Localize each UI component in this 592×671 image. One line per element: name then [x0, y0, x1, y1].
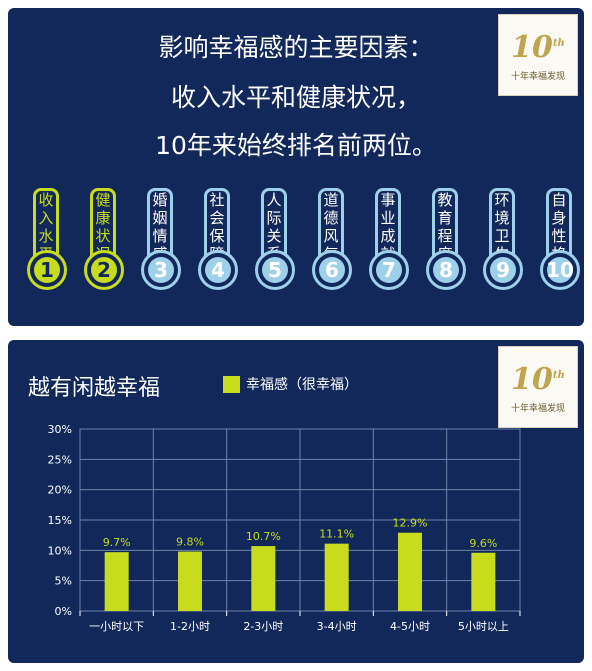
bar	[178, 551, 202, 611]
x-tick-label: 2-3小时	[243, 620, 283, 633]
x-tick-label: 一小时以下	[89, 620, 144, 633]
factor-bulb: 1	[27, 250, 67, 290]
factor-rank: 4	[205, 257, 231, 283]
factors-panel: 10th 十年幸福发现 影响幸福感的主要因素： 收入水平和健康状况， 10年来始…	[8, 8, 584, 326]
factor-2: 健康状况2	[84, 188, 124, 300]
bar	[251, 546, 276, 611]
factor-6: 道德风气6	[312, 188, 352, 300]
factor-label: 收入水平	[38, 191, 54, 263]
headline-line-1: 影响幸福感的主要因素：	[158, 33, 434, 62]
y-tick-label: 25%	[48, 453, 72, 466]
chart-title: 越有闲越幸福	[28, 376, 161, 401]
bar-value-label: 11.1%	[319, 528, 354, 541]
legend-swatch	[223, 375, 240, 393]
ten-year-logo: 10th 十年幸福发现	[498, 346, 578, 428]
bar-value-label: 10.7%	[246, 530, 281, 543]
factor-4: 社会保障4	[198, 188, 238, 300]
factor-bulb: 6	[312, 250, 352, 290]
bar	[471, 552, 496, 611]
y-tick-label: 0%	[55, 605, 72, 618]
logo-caption: 十年幸福发现	[510, 71, 565, 82]
x-tick-label: 4-5小时	[390, 620, 430, 633]
factor-tube	[432, 188, 458, 256]
y-tick-label: 5%	[55, 575, 72, 588]
factor-tube	[204, 188, 230, 256]
factor-rank: 3	[148, 257, 174, 283]
factor-rank: 2	[91, 257, 117, 283]
factor-1: 收入水平1	[27, 188, 67, 300]
x-tick-label: 5小时以上	[458, 620, 509, 633]
chart-legend: 幸福感（很幸福）	[223, 374, 358, 394]
factor-tube	[90, 188, 116, 256]
bar-value-label: 12.9%	[393, 517, 428, 530]
bar-value-label: 9.6%	[469, 537, 497, 550]
factor-tube	[147, 188, 173, 256]
factor-rank: 6	[319, 257, 345, 283]
factor-tube	[375, 188, 401, 256]
x-tick-label: 3-4小时	[317, 620, 357, 633]
factor-tube	[33, 188, 59, 256]
factor-9: 环境卫生9	[483, 188, 523, 300]
bar	[398, 532, 422, 611]
factor-bulb: 8	[426, 250, 466, 290]
factor-rank: 5	[262, 257, 288, 283]
factor-10: 自身性格10	[540, 188, 580, 300]
bar	[324, 543, 349, 611]
factor-bulb: 7	[369, 250, 409, 290]
bar	[104, 552, 129, 611]
y-tick-label: 10%	[48, 544, 72, 557]
factor-tube	[546, 188, 572, 256]
factor-8: 教育程度8	[426, 188, 466, 300]
ten-year-logo: 10th 十年幸福发现	[498, 14, 578, 96]
factor-bulb: 4	[198, 250, 238, 290]
factor-rank: 9	[490, 257, 516, 283]
factor-rank: 7	[376, 257, 402, 283]
factor-tube	[318, 188, 344, 256]
factor-rank: 10	[546, 257, 574, 283]
logo-caption: 十年幸福发现	[510, 403, 565, 414]
headline-line-3: 10年来始终排名前两位。	[155, 131, 437, 160]
bar-value-label: 9.8%	[176, 536, 204, 549]
bar-value-label: 9.7%	[103, 536, 131, 549]
factor-tube	[261, 188, 287, 256]
factor-5: 人际关系5	[255, 188, 295, 300]
factor-rank: 1	[34, 257, 60, 283]
legend-label: 幸福感（很幸福）	[246, 377, 358, 393]
x-tick-label: 1-2小时	[170, 620, 210, 633]
factor-bulb: 3	[141, 250, 181, 290]
leisure-chart-panel: 10th 十年幸福发现 越有闲越幸福 幸福感（很幸福） 0% 5% 10% 15% 20…	[8, 340, 584, 663]
factor-bulb: 10	[540, 250, 580, 290]
y-tick-label: 15%	[48, 514, 72, 527]
factor-tube	[489, 188, 515, 256]
factor-bulb: 5	[255, 250, 295, 290]
headline-line-2: 收入水平和健康状况，	[170, 83, 421, 112]
bar-chart: 0% 5% 10% 15% 20% 25% 30% 9.7% 一小时以下 9.8% 1-2小时 10.…	[48, 423, 521, 633]
y-tick-label: 30%	[48, 423, 72, 436]
factor-7: 事业成就7	[369, 188, 409, 300]
y-tick-label: 20%	[48, 484, 72, 497]
factor-rank: 8	[433, 257, 459, 283]
factor-bulb: 9	[483, 250, 523, 290]
factor-3: 婚姻情感3	[141, 188, 181, 300]
factor-bulb: 2	[84, 250, 124, 290]
